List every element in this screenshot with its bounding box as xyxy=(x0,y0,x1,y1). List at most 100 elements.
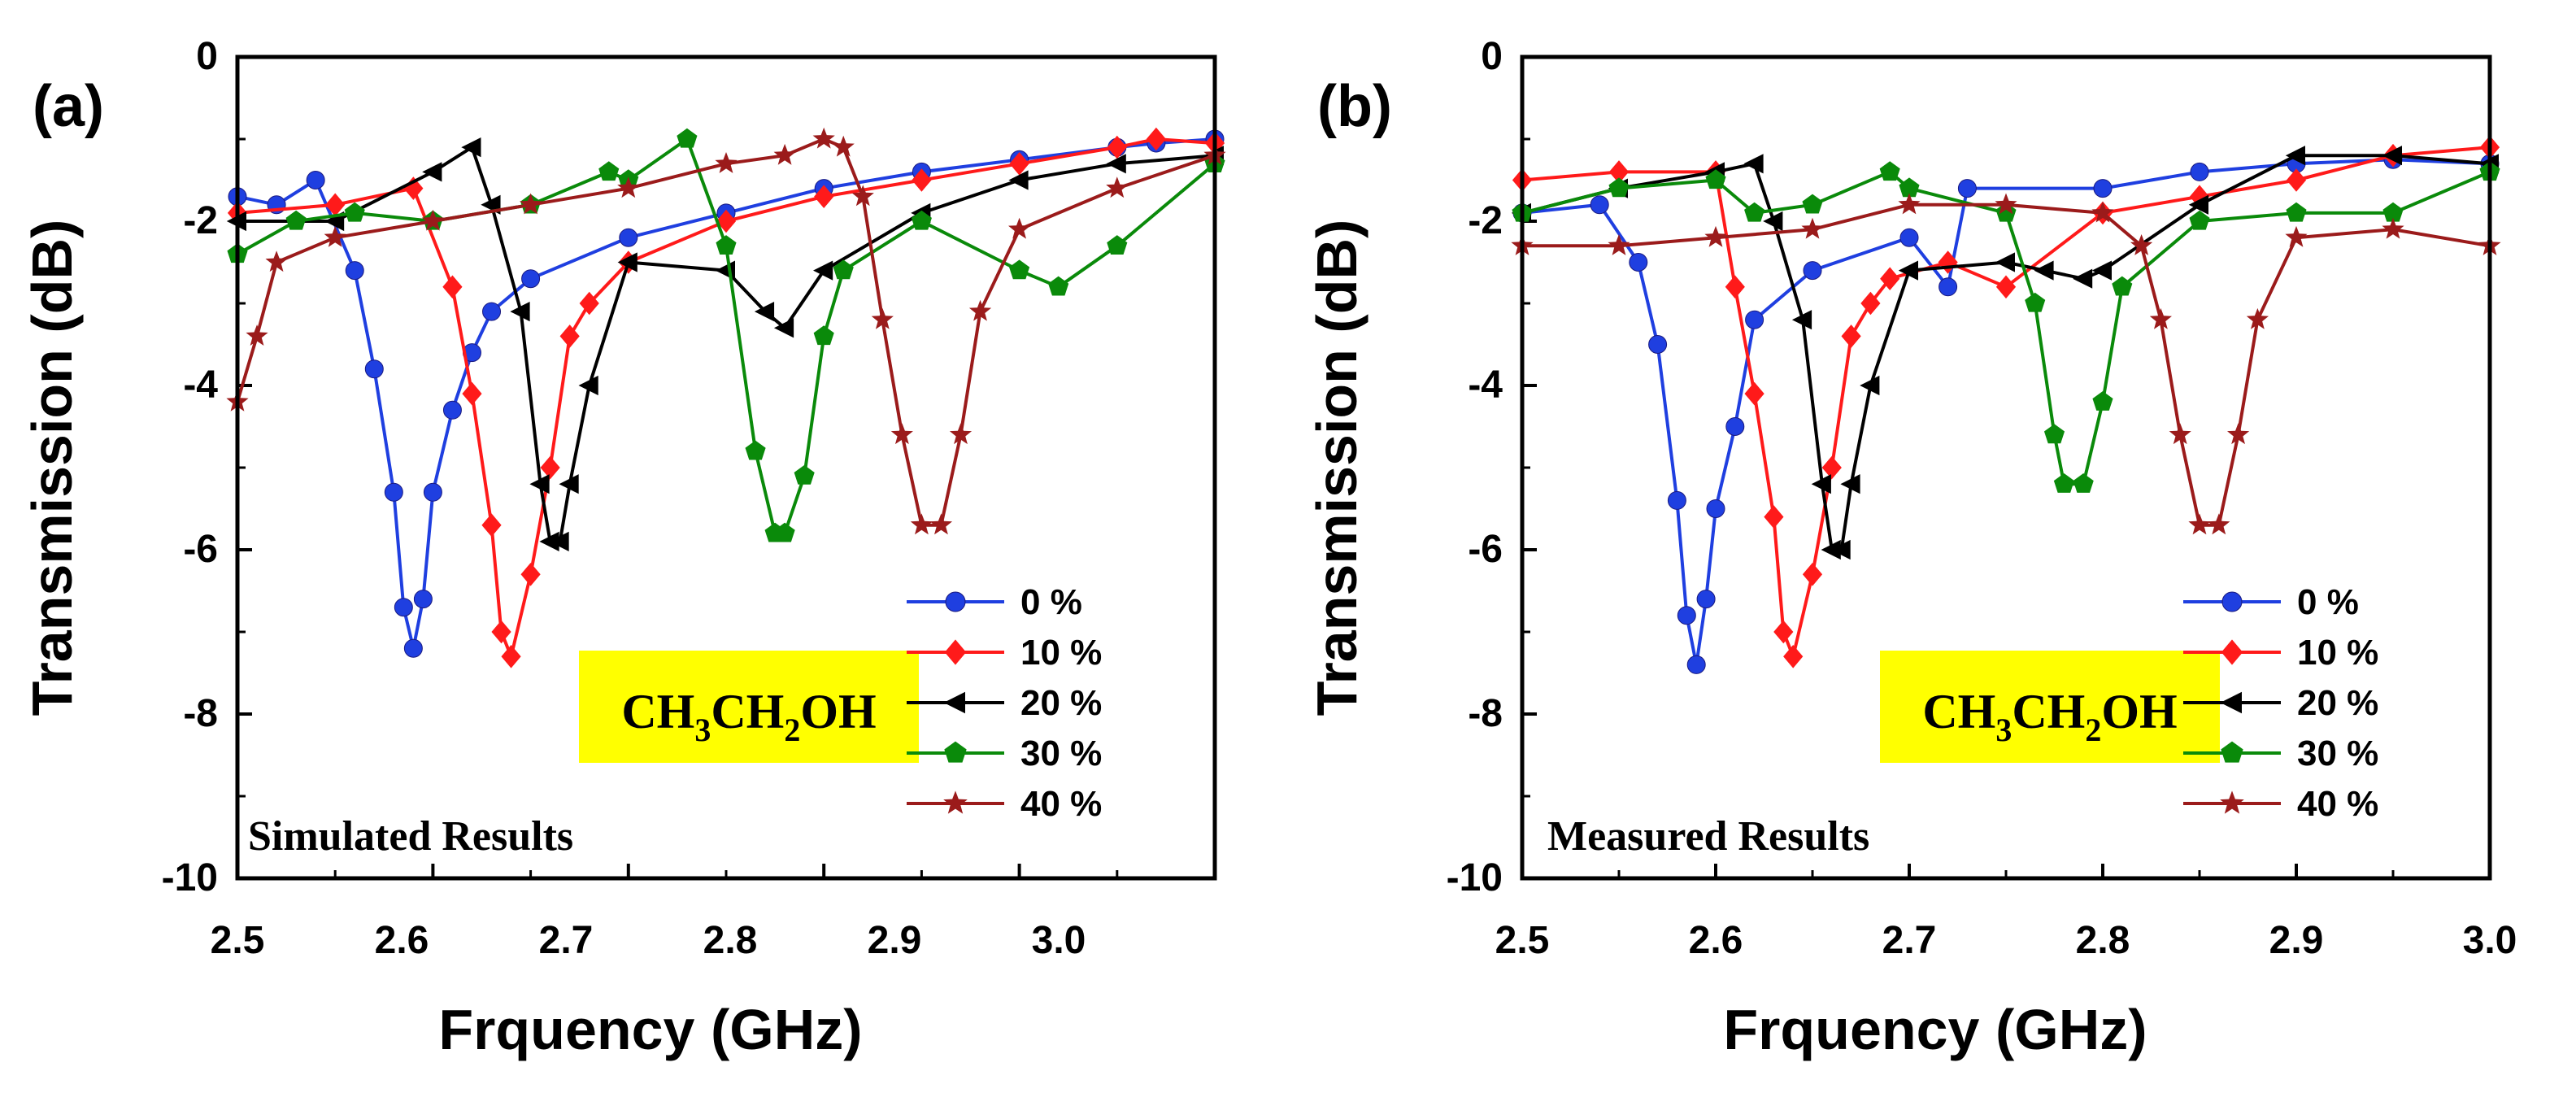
series-line xyxy=(237,137,1216,651)
data-point xyxy=(1608,177,1630,198)
data-point xyxy=(521,269,541,289)
data-point xyxy=(461,137,481,158)
legend-label: 40 % xyxy=(1020,784,1102,824)
data-point xyxy=(2043,424,2065,444)
legend-entry: 40 % xyxy=(2183,784,2378,824)
data-point xyxy=(1629,253,1648,272)
data-point xyxy=(871,307,894,329)
data-point xyxy=(716,235,737,255)
data-point xyxy=(2169,423,2191,445)
legend-entry: 40 % xyxy=(907,784,1102,824)
data-point xyxy=(1725,417,1745,436)
data-point xyxy=(1686,655,1706,674)
data-point xyxy=(579,291,599,316)
data-point xyxy=(394,598,413,617)
y-tick-label: -2 xyxy=(183,199,218,242)
panel-a-plot-frame xyxy=(235,54,1217,881)
data-point xyxy=(519,193,542,215)
y-tick-label: 0 xyxy=(1481,35,1503,78)
data-point xyxy=(2093,179,2113,198)
legend-entry: 10 % xyxy=(2183,633,2378,673)
y-tick-label: -2 xyxy=(1468,199,1503,242)
chem-box-background xyxy=(1880,651,2220,763)
data-point xyxy=(619,228,638,247)
data-point xyxy=(491,620,511,644)
panel-b-chem-box: CH3CH2OH xyxy=(1880,651,2220,763)
y-tick-label: -6 xyxy=(1468,528,1503,571)
data-point xyxy=(2130,234,2153,255)
data-point xyxy=(1995,252,2015,272)
data-point xyxy=(1957,179,1977,198)
panel-b-legend: 0 % 10 % 20 % 30 % 40 % xyxy=(2183,582,2378,824)
data-point xyxy=(2091,201,2114,223)
x-tick-label: 2.9 xyxy=(868,919,922,962)
data-point xyxy=(1725,275,1745,299)
panel-b-plot-frame xyxy=(1520,54,2492,881)
data-point xyxy=(598,161,620,181)
x-tick-label: 3.0 xyxy=(2463,919,2517,962)
data-point xyxy=(246,324,268,346)
x-tick-label: 2.5 xyxy=(1495,919,1550,962)
panel-b-xlabel: Frquency (GHz) xyxy=(1723,998,2147,1061)
data-point xyxy=(1763,211,1783,232)
data-point xyxy=(1803,261,1822,281)
data-point xyxy=(1860,291,1881,316)
data-point xyxy=(943,691,965,714)
legend-entry: 20 % xyxy=(2183,683,2378,723)
data-point xyxy=(559,474,579,494)
legend-label: 0 % xyxy=(2297,582,2359,622)
data-point xyxy=(2285,146,2305,166)
data-point xyxy=(1696,590,1716,609)
data-point xyxy=(774,522,795,542)
panel-b-note: Measured Results xyxy=(1547,813,1869,860)
chem-formula: CH3CH2OH xyxy=(1922,685,2177,748)
data-point xyxy=(1009,152,1029,176)
data-point xyxy=(813,260,833,281)
panel-b-label: (b) xyxy=(1317,74,1392,139)
data-point xyxy=(890,423,913,445)
data-point xyxy=(1995,202,2017,222)
data-point xyxy=(944,639,967,665)
data-point xyxy=(549,531,569,551)
data-point xyxy=(617,252,637,272)
data-point xyxy=(910,513,933,535)
y-tick-label: 0 xyxy=(196,35,218,78)
panel-b-ylabel: Transmission (dB) xyxy=(1305,220,1368,716)
data-point xyxy=(1802,194,1823,214)
data-point xyxy=(1608,160,1630,184)
legend-entry: 20 % xyxy=(907,683,1102,723)
data-point xyxy=(943,790,968,814)
series-line xyxy=(237,137,1216,659)
series-line xyxy=(1521,154,2491,551)
data-point xyxy=(2221,639,2243,665)
x-tick-label: 2.8 xyxy=(703,919,758,962)
panel-a: (a) Transmission (dB) Frquency (GHz) 0 -… xyxy=(20,35,1226,1061)
data-point xyxy=(403,176,424,200)
panel-a-xlabel: Frquency (GHz) xyxy=(438,998,862,1061)
data-point xyxy=(2227,423,2250,445)
data-point xyxy=(265,250,288,272)
data-point xyxy=(2220,790,2244,814)
data-point xyxy=(1590,195,1609,215)
data-point xyxy=(1995,193,2017,215)
data-point xyxy=(1706,499,1725,518)
x-tick-label: 3.0 xyxy=(1032,919,1086,962)
legend-label: 20 % xyxy=(1020,683,1102,723)
data-point xyxy=(911,210,932,230)
data-point xyxy=(2208,513,2230,535)
legend-label: 0 % xyxy=(1020,582,1082,622)
data-point xyxy=(306,171,325,189)
panel-b: (b) Transmission (dB) Frquency (GHz) 0 -… xyxy=(1305,35,2517,1061)
data-point xyxy=(1745,310,1764,329)
panel-a-series xyxy=(226,127,1226,668)
data-point xyxy=(1830,539,1851,560)
data-point xyxy=(1107,235,1128,255)
data-point xyxy=(1667,490,1686,510)
data-point xyxy=(2091,260,2112,281)
data-point xyxy=(715,152,738,173)
data-point xyxy=(851,185,874,207)
series-0-percent xyxy=(228,129,1225,658)
data-point xyxy=(442,400,462,420)
series-line xyxy=(1521,146,2491,659)
